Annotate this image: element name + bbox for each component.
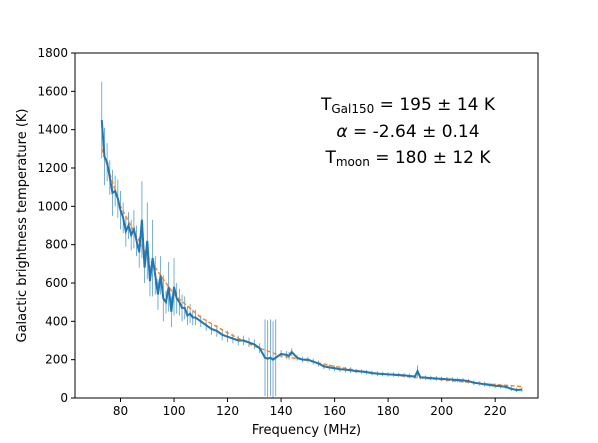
y-tick-label: 600 xyxy=(45,276,68,290)
y-tick-label: 1000 xyxy=(37,199,68,213)
annotation-t-gal150: TGal150 = 195 ± 14 K xyxy=(320,95,496,116)
y-tick-label: 1200 xyxy=(37,161,68,175)
data-series-line xyxy=(100,120,523,391)
x-axis-ticks: 80 100 120 140 160 180 200 220 xyxy=(113,398,507,418)
y-tick-label: 800 xyxy=(45,238,68,252)
y-tick-label: 1600 xyxy=(37,84,68,98)
y-tick-label: 1400 xyxy=(37,123,68,137)
x-tick-label: 140 xyxy=(270,404,293,418)
x-tick-label: 120 xyxy=(216,404,239,418)
y-axis-label: Galactic brightness temperature (K) xyxy=(15,109,30,343)
y-tick-label: 1800 xyxy=(37,46,68,60)
x-tick-label: 80 xyxy=(113,404,128,418)
x-tick-label: 180 xyxy=(377,404,400,418)
fit-annotation: TGal150 = 195 ± 14 K α = -2.64 ± 0.14 Tm… xyxy=(320,95,496,169)
y-tick-label: 0 xyxy=(60,391,68,405)
x-tick-label: 100 xyxy=(163,404,186,418)
y-tick-label: 400 xyxy=(45,314,68,328)
fit-curve-line xyxy=(101,148,522,388)
x-tick-label: 200 xyxy=(430,404,453,418)
annotation-t-moon: Tmoon = 180 ± 12 K xyxy=(324,148,491,169)
y-axis-ticks: 0 200 400 600 800 1000 1200 1400 1600 1800 xyxy=(37,46,75,405)
x-tick-label: 160 xyxy=(323,404,346,418)
x-axis-label: Frequency (MHz) xyxy=(252,423,361,438)
y-tick-label: 200 xyxy=(45,353,68,367)
x-tick-label: 220 xyxy=(484,404,507,418)
plot-frame xyxy=(74,52,539,399)
annotation-alpha: α = -2.64 ± 0.14 xyxy=(336,122,479,142)
